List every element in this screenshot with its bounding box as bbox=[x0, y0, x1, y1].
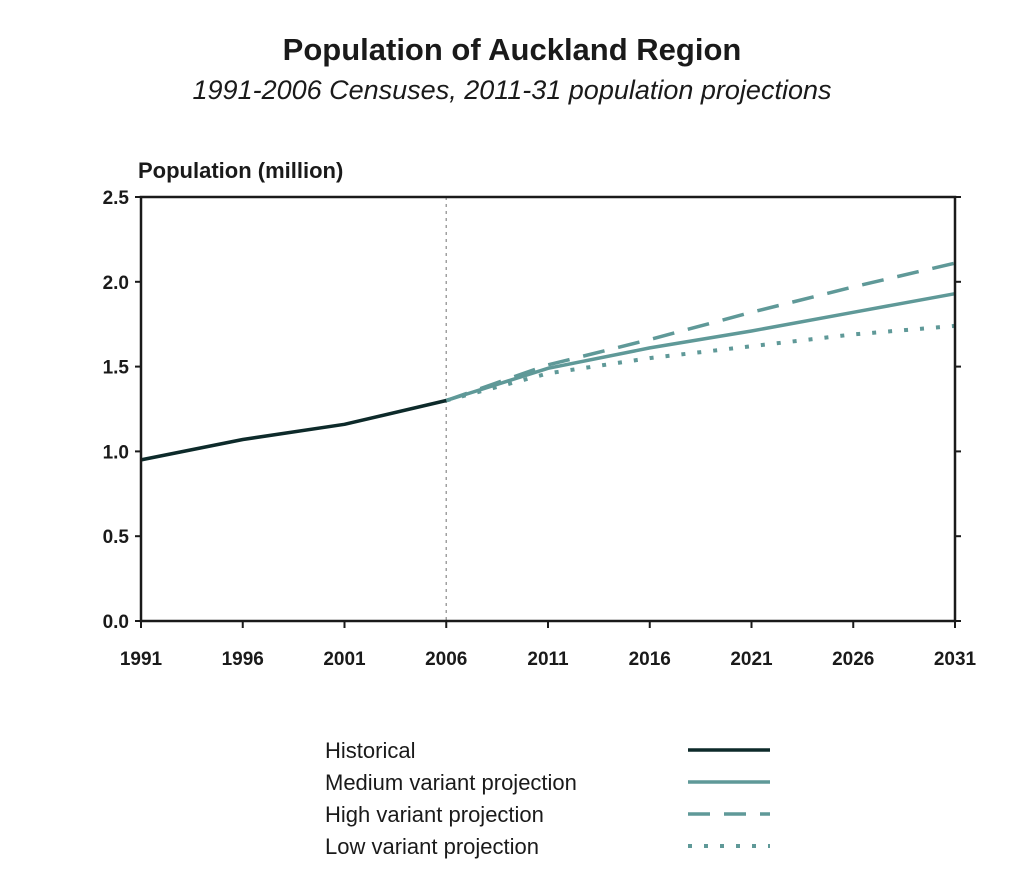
legend-label: Medium variant projection bbox=[325, 770, 577, 795]
x-tick-label: 2006 bbox=[425, 649, 467, 670]
legend: Historical Medium variant projection High … bbox=[325, 738, 770, 859]
x-tick-label: 2016 bbox=[629, 649, 671, 670]
y-axis: 0.0 0.5 1.0 1.5 2.0 2.5 bbox=[103, 188, 961, 633]
x-tick-label: 2021 bbox=[730, 649, 773, 670]
chart-title: Population of Auckland Region bbox=[282, 32, 742, 67]
chart-subtitle: 1991-2006 Censuses, 2011-31 population p… bbox=[192, 75, 832, 105]
y-tick-label: 2.5 bbox=[103, 188, 130, 209]
x-tick-label: 2026 bbox=[832, 649, 874, 670]
plot-area-frame bbox=[139, 195, 957, 623]
y-tick-label: 0.5 bbox=[103, 527, 130, 548]
legend-label: High variant projection bbox=[325, 802, 544, 827]
series-line-historical bbox=[140, 398, 447, 462]
series-line-medium-variant-projection bbox=[445, 291, 956, 403]
y-tick-label: 0.0 bbox=[103, 612, 129, 633]
y-tick-label: 1.5 bbox=[103, 358, 130, 379]
series-line-high-variant-projection bbox=[445, 261, 956, 403]
series-lines bbox=[140, 261, 956, 462]
legend-label: Low variant projection bbox=[325, 834, 539, 859]
x-tick-label: 2011 bbox=[527, 649, 569, 670]
x-tick-label: 1996 bbox=[222, 649, 264, 670]
x-tick-label: 1991 bbox=[120, 649, 163, 670]
x-tick-label: 2031 bbox=[934, 649, 977, 670]
y-axis-label: Population (million) bbox=[138, 158, 343, 183]
legend-label: Historical bbox=[325, 738, 415, 763]
y-tick-label: 2.0 bbox=[103, 273, 129, 294]
x-tick-label: 2001 bbox=[323, 649, 366, 670]
x-axis: 1991 1996 2001 2006 2011 2016 2021 2026 2031 bbox=[120, 621, 977, 670]
series-line-low-variant-projection bbox=[445, 323, 956, 403]
y-tick-label: 1.0 bbox=[103, 442, 129, 463]
